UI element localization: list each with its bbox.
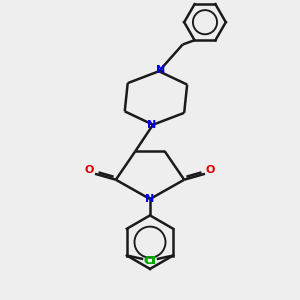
Text: N: N	[146, 194, 154, 204]
Text: Cl: Cl	[144, 256, 156, 266]
Text: N: N	[147, 120, 156, 130]
Text: N: N	[156, 65, 165, 75]
Text: O: O	[85, 165, 94, 175]
Text: O: O	[206, 165, 215, 175]
Text: Cl: Cl	[144, 256, 156, 266]
